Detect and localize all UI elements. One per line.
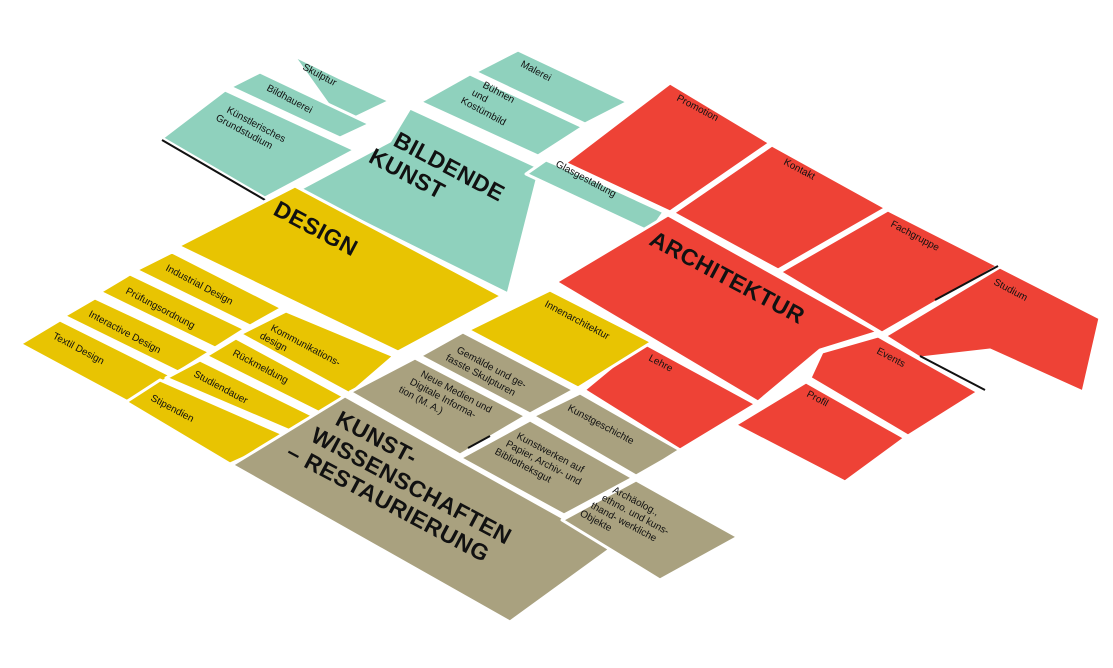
tile-pruefungsordnung[interactable]: [98, 272, 247, 350]
tile-skulptur[interactable]: [291, 53, 392, 126]
tile-kunstwissenschaften-main[interactable]: [230, 394, 618, 624]
tile-innenarchitektur[interactable]: [466, 288, 654, 390]
accent-line-arch-2: [919, 355, 986, 391]
tile-malerei[interactable]: [473, 48, 630, 126]
accent-line-kw: [467, 435, 491, 449]
tile-kunstgeschichte[interactable]: [531, 391, 682, 478]
tile-design-main[interactable]: [176, 184, 504, 354]
section-architektur: [554, 81, 1102, 484]
section-kunstwissenschaften: [230, 330, 740, 624]
tile-archaeolog[interactable]: [560, 478, 740, 582]
tile-kuenstlerisches-grundstudium[interactable]: [160, 88, 357, 200]
tile-promotion[interactable]: [563, 81, 772, 214]
tile-industrial-design[interactable]: [134, 250, 284, 328]
tile-stipendien[interactable]: [124, 378, 292, 466]
tile-architektur-main[interactable]: [554, 213, 880, 404]
tile-neue-medien[interactable]: [348, 356, 528, 457]
tile-fachgruppe[interactable]: [778, 208, 1000, 335]
tile-buehnen-und-kostuembild[interactable]: [418, 72, 585, 158]
tile-profil[interactable]: [733, 380, 907, 484]
accent-line-bk: [161, 139, 266, 201]
tile-kommunikationsdesign[interactable]: [238, 309, 396, 396]
section-design: [18, 184, 654, 466]
tile-studium[interactable]: [883, 265, 1102, 394]
section-bildende-kunst: [160, 48, 666, 296]
tile-gemaelde[interactable]: [418, 330, 576, 416]
accent-line-arch-1: [934, 265, 999, 301]
tile-events[interactable]: [808, 334, 980, 438]
tile-kontakt[interactable]: [671, 143, 888, 272]
tile-bildhauerei[interactable]: [228, 70, 372, 140]
tile-kunstwerken[interactable]: [458, 418, 635, 517]
